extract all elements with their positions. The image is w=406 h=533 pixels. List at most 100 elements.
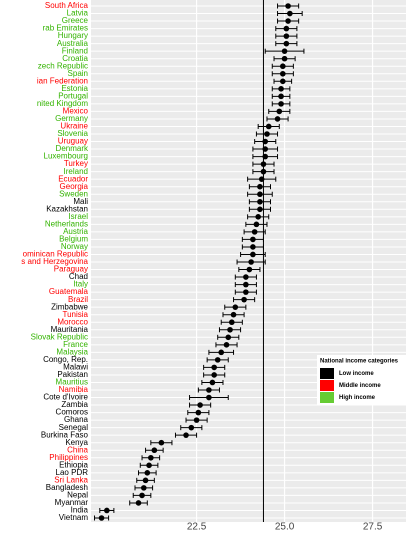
y-tick-label: Ecuador <box>58 174 88 183</box>
y-tick-label: France <box>63 340 88 349</box>
legend-swatch <box>320 392 334 403</box>
y-tick-label: Mali <box>73 197 88 206</box>
legend-label: Middle income <box>339 383 381 389</box>
y-tick-label: Chad <box>69 272 88 281</box>
dot <box>276 108 283 115</box>
dot <box>280 78 286 85</box>
dot <box>211 364 217 371</box>
y-tick-label: Ghana <box>64 415 89 424</box>
dot <box>243 274 249 280</box>
y-tick-label: Mauritania <box>51 325 89 334</box>
dot <box>262 138 269 145</box>
dot <box>98 515 105 521</box>
y-tick-label: Israel <box>68 212 88 221</box>
dot <box>209 379 216 386</box>
dot <box>285 3 291 9</box>
y-tick-label: Norway <box>61 242 88 251</box>
dot <box>246 266 253 273</box>
dot <box>278 101 284 107</box>
y-tick-label: Luxembourg <box>44 152 88 161</box>
dot <box>283 25 290 32</box>
y-tick-label: Bangladesh <box>46 483 88 492</box>
dot <box>232 304 239 310</box>
y-tick-label: India <box>71 506 89 515</box>
dot <box>250 251 256 258</box>
y-tick-label: Germany <box>55 114 88 123</box>
dot <box>257 183 263 190</box>
y-tick-label: Estonia <box>61 84 88 93</box>
y-tick-label: Kenya <box>65 438 88 447</box>
y-tick-label: Nepal <box>67 491 88 500</box>
y-tick-label: Malawi <box>63 363 88 372</box>
y-tick-label: Philippines <box>49 453 88 462</box>
y-tick-label: Denmark <box>56 144 89 153</box>
y-tick-label: Slovenia <box>57 129 88 138</box>
dot <box>257 191 263 198</box>
dot <box>250 244 256 250</box>
dot <box>144 470 151 476</box>
legend-swatch <box>320 368 334 379</box>
x-tick-label: 25.0 <box>275 522 295 533</box>
y-tick-label: Zimbabwe <box>51 302 88 311</box>
y-tick-label: Australia <box>57 39 89 48</box>
dot <box>151 447 158 454</box>
dot <box>211 372 217 378</box>
dot <box>206 394 212 401</box>
y-tick-label: South Africa <box>45 1 89 10</box>
legend-title: National income categories <box>320 359 399 365</box>
y-tick-label: Uruguay <box>58 137 88 146</box>
y-tick-label: Croatia <box>62 54 88 63</box>
dot <box>227 326 233 333</box>
y-tick-label: Burkina Faso <box>41 430 89 439</box>
y-tick-label: Mauritius <box>56 378 88 387</box>
dot <box>257 198 263 205</box>
dot <box>264 131 270 137</box>
y-tick-label: Pakistan <box>57 370 88 379</box>
dot <box>257 206 263 213</box>
dot <box>193 417 200 423</box>
y-tick-label: zech Republic <box>38 61 88 70</box>
x-tick-label: 22.5 <box>187 522 207 533</box>
y-tick-label: Mexico <box>63 107 89 116</box>
y-tick-label: s and Herzegovina <box>21 257 88 266</box>
dot <box>206 387 212 393</box>
dot <box>243 289 249 295</box>
y-tick-label: Spain <box>68 69 88 78</box>
dot <box>188 424 195 431</box>
y-tick-label: Morocco <box>57 317 88 326</box>
dot <box>197 402 203 408</box>
dot <box>283 40 290 47</box>
dot <box>218 349 225 356</box>
legend-swatch <box>320 380 334 391</box>
y-tick-label: nited Kingdom <box>37 99 88 108</box>
y-tick-label: China <box>67 445 88 454</box>
dot <box>146 462 152 469</box>
y-tick-label: Kazakhstan <box>46 204 88 213</box>
y-tick-label: Netherlands <box>45 219 88 228</box>
y-tick-label: Sweden <box>59 189 88 198</box>
x-tick-label: 27.5 <box>363 522 383 533</box>
dot <box>140 485 147 491</box>
y-tick-label: Cote d'Ivoire <box>43 393 88 402</box>
y-tick-label: Guatemala <box>49 287 89 296</box>
y-tick-label: Ukraine <box>60 122 88 131</box>
y-tick-label: Hungary <box>58 31 88 40</box>
dot <box>104 507 110 514</box>
dot <box>228 319 235 326</box>
dot <box>262 146 269 152</box>
y-tick-label: Comoros <box>56 408 88 417</box>
dot <box>280 70 286 77</box>
y-tick-label: Slovak Republic <box>31 332 88 341</box>
dot <box>265 123 272 130</box>
dot <box>278 86 284 92</box>
y-tick-label: Austria <box>63 227 88 236</box>
y-tick-label: Tunisia <box>63 310 89 319</box>
y-tick-label: Ireland <box>64 167 88 176</box>
y-tick-label: Greece <box>62 16 89 25</box>
legend-label: Low income <box>339 371 374 377</box>
y-tick-label: Paraguay <box>54 265 88 274</box>
dot <box>283 33 290 39</box>
y-tick-label: Brazil <box>68 295 88 304</box>
dot <box>285 18 291 24</box>
